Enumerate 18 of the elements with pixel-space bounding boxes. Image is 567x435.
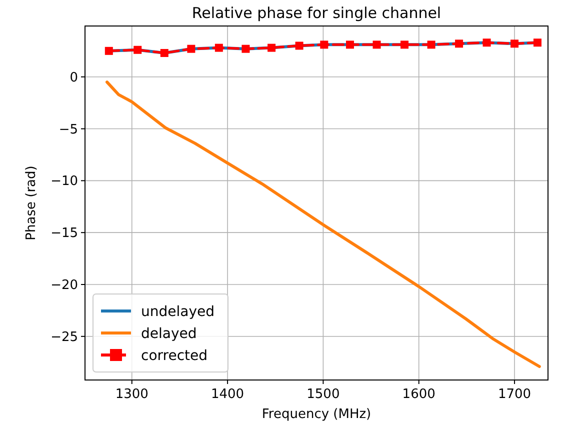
x-tick-label: 1500 bbox=[306, 387, 340, 402]
x-tick-label: 1600 bbox=[402, 387, 436, 402]
y-tick-label: −5 bbox=[58, 122, 78, 138]
x-tick-label: 1300 bbox=[115, 387, 148, 402]
x-tick-label: 1400 bbox=[210, 387, 244, 402]
y-tick-label: −20 bbox=[50, 278, 78, 294]
legend-label: undelayed bbox=[141, 304, 214, 320]
chart-title: Relative phase for single channel bbox=[192, 4, 442, 22]
legend-label: corrected bbox=[141, 348, 208, 364]
x-tick-label: 1700 bbox=[498, 387, 532, 402]
x-axis-title: Frequency (MHz) bbox=[262, 407, 372, 422]
y-tick-label: −10 bbox=[50, 174, 78, 190]
y-axis-title: Phase (rad) bbox=[24, 166, 39, 240]
y-tick-label: −25 bbox=[50, 330, 78, 345]
line-series bbox=[106, 80, 541, 368]
y-tick-label: −15 bbox=[50, 226, 78, 242]
legend-label: delayed bbox=[141, 326, 197, 342]
y-tick-label: 0 bbox=[70, 70, 78, 86]
